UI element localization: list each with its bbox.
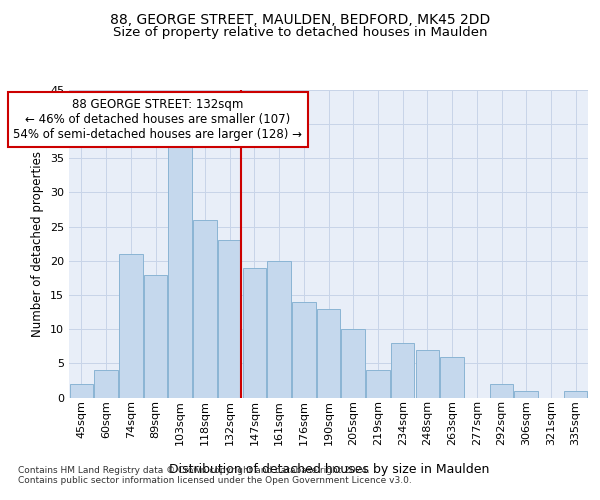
Bar: [490, 384, 513, 398]
Bar: [341, 329, 365, 398]
Bar: [440, 356, 464, 398]
Bar: [193, 220, 217, 398]
Bar: [169, 144, 192, 398]
Bar: [514, 390, 538, 398]
Bar: [218, 240, 241, 398]
Bar: [391, 343, 415, 398]
Bar: [144, 274, 167, 398]
Bar: [416, 350, 439, 398]
Bar: [292, 302, 316, 398]
Bar: [366, 370, 389, 398]
Text: Distribution of detached houses by size in Maulden: Distribution of detached houses by size …: [169, 462, 489, 475]
Text: 88 GEORGE STREET: 132sqm
← 46% of detached houses are smaller (107)
54% of semi-: 88 GEORGE STREET: 132sqm ← 46% of detach…: [13, 98, 302, 141]
Bar: [119, 254, 143, 398]
Bar: [564, 390, 587, 398]
Text: Contains HM Land Registry data © Crown copyright and database right 2024.
Contai: Contains HM Land Registry data © Crown c…: [18, 466, 412, 485]
Text: Size of property relative to detached houses in Maulden: Size of property relative to detached ho…: [113, 26, 487, 39]
Text: 88, GEORGE STREET, MAULDEN, BEDFORD, MK45 2DD: 88, GEORGE STREET, MAULDEN, BEDFORD, MK4…: [110, 12, 490, 26]
Y-axis label: Number of detached properties: Number of detached properties: [31, 151, 44, 337]
Bar: [242, 268, 266, 398]
Bar: [94, 370, 118, 398]
Bar: [70, 384, 93, 398]
Bar: [317, 308, 340, 398]
Bar: [268, 261, 291, 398]
